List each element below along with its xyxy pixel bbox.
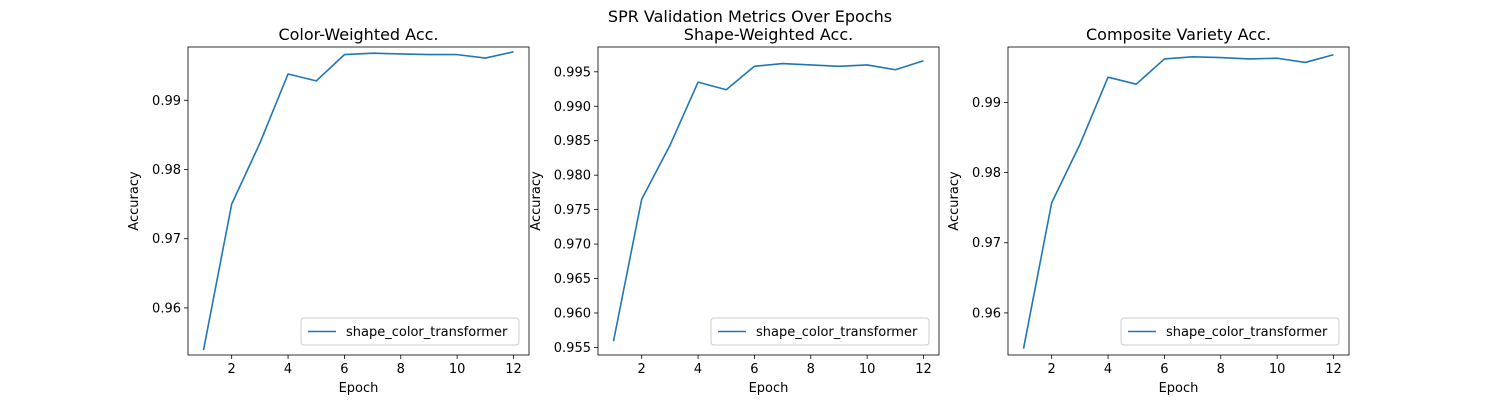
y-tick-label: 0.97: [152, 232, 181, 247]
chart-panel-1: Color-Weighted Acc. 2 4 6 8 10 12 0.96 0.97 0.98 0…: [127, 25, 530, 396]
x-tick-label: 10: [859, 362, 876, 377]
x-tick-label: 8: [397, 362, 405, 377]
x-tick-label: 2: [638, 362, 646, 377]
x-tick-label: 10: [1269, 362, 1286, 377]
legend-box: [1120, 317, 1340, 346]
axes-frame: [1007, 46, 1350, 356]
legend-box: [300, 317, 520, 346]
axes-frame: [187, 46, 530, 356]
legend: shape_color_transformer: [710, 317, 930, 346]
legend: shape_color_transformer: [1120, 317, 1340, 346]
y-tick-label: 0.965: [554, 272, 591, 287]
chart-panel-2: Shape-Weighted Acc. 2 4 6 8 10 12 0.955 0.960 0.9…: [529, 25, 940, 396]
figure-suptitle: SPR Validation Metrics Over Epochs: [608, 7, 892, 26]
x-tick-label: 10: [449, 362, 466, 377]
x-tick-label: 4: [284, 362, 292, 377]
x-tick-label: 8: [807, 362, 815, 377]
x-tick-label: 6: [1160, 362, 1168, 377]
x-tick-label: 4: [1104, 362, 1112, 377]
y-tick-label: 0.990: [554, 100, 591, 115]
y-tick-label: 0.97: [972, 236, 1001, 251]
x-tick-label: 2: [228, 362, 236, 377]
x-axis-label: Epoch: [1159, 381, 1199, 396]
y-axis-label: Accuracy: [127, 171, 142, 231]
y-tick-label: 0.955: [554, 341, 591, 356]
x-axis-label: Epoch: [339, 381, 379, 396]
y-tick-label: 0.960: [554, 306, 591, 321]
x-tick-label: 6: [340, 362, 348, 377]
legend-label: shape_color_transformer: [756, 325, 918, 340]
axes-frame: [597, 46, 940, 356]
y-axis-label: Accuracy: [529, 171, 544, 231]
chart-title: Color-Weighted Acc.: [278, 25, 438, 44]
legend: shape_color_transformer: [300, 317, 520, 346]
series-line: [1022, 53, 1334, 349]
legend-box: [710, 317, 930, 346]
chart-panel-3: Composite Variety Acc. 2 4 6 8 10 12 0.96 0.97 0.…: [947, 25, 1350, 396]
chart-title: Shape-Weighted Acc.: [684, 25, 853, 44]
x-tick-label: 12: [915, 362, 932, 377]
y-tick-label: 0.98: [972, 166, 1001, 181]
x-axis-label: Epoch: [749, 381, 789, 396]
y-tick-label: 0.970: [554, 238, 591, 253]
chart-title: Composite Variety Acc.: [1086, 25, 1271, 44]
chart-panels: Color-Weighted Acc.2 4 6 8 10 120.960.970.980…: [127, 25, 1350, 396]
y-tick-label: 0.96: [972, 306, 1001, 321]
y-tick-label: 0.98: [152, 163, 181, 178]
legend-label: shape_color_transformer: [1166, 325, 1328, 340]
x-tick-label: 8: [1217, 362, 1225, 377]
y-tick-label: 0.96: [152, 301, 181, 316]
y-tick-label: 0.995: [554, 65, 591, 80]
y-tick-label: 0.99: [152, 94, 181, 109]
x-tick-label: 12: [1325, 362, 1342, 377]
y-tick-label: 0.985: [554, 134, 591, 149]
y-tick-label: 0.99: [972, 96, 1001, 111]
x-tick-label: 6: [750, 362, 758, 377]
series-line: [612, 60, 924, 342]
x-tick-label: 2: [1048, 362, 1056, 377]
x-tick-label: 4: [694, 362, 702, 377]
x-tick-label: 12: [505, 362, 522, 377]
legend-label: shape_color_transformer: [346, 325, 508, 340]
y-axis-label: Accuracy: [947, 171, 962, 231]
y-tick-label: 0.980: [554, 169, 591, 184]
series-line: [202, 51, 514, 351]
y-tick-label: 0.975: [554, 203, 591, 218]
